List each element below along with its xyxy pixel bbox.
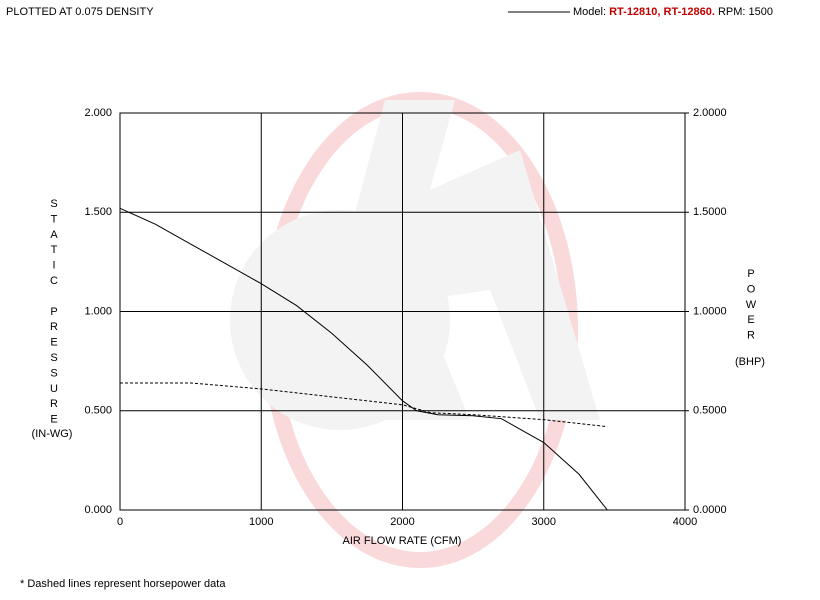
y2-tick-label: 1.0000 [693, 305, 727, 317]
y2-tick-label: 0.5000 [693, 405, 727, 417]
y2-tick-label: 1.5000 [693, 206, 727, 218]
footnote: * Dashed lines represent horsepower data [20, 578, 226, 590]
y2-axis-label: POWER [745, 268, 757, 345]
watermark [230, 92, 600, 568]
y-tick-label: 1.500 [84, 206, 112, 218]
x-tick-label: 0 [117, 516, 123, 528]
y2-tick-label: 0.0000 [693, 504, 727, 516]
pressure-curve [119, 207, 608, 511]
power-curve [120, 382, 608, 428]
x-tick-label: 1000 [249, 516, 273, 528]
y-tick-label: 2.000 [84, 107, 112, 119]
legend-rpm: RPM: 1500 [718, 6, 773, 18]
legend-label: Model: [573, 6, 606, 18]
y-tick-label: 1.000 [84, 305, 112, 317]
y2-axis-unit: (BHP) [735, 356, 765, 368]
x-tick-label: 2000 [390, 516, 414, 528]
y2-tick-label: 2.0000 [693, 107, 727, 119]
y-tick-label: 0.500 [84, 405, 112, 417]
x-axis-label: AIR FLOW RATE (CFM) [343, 535, 462, 547]
x-tick-label: 3000 [532, 516, 556, 528]
y-axis-unit: (IN-WG) [32, 428, 73, 440]
x-tick-label: 4000 [673, 516, 697, 528]
legend-text: Model: RT-12810, RT-12860. RPM: 1500 [573, 6, 773, 18]
y-axis-label: STATIC PRESSURE [48, 198, 60, 429]
legend-models: RT-12810, RT-12860. [609, 6, 715, 18]
density-note: PLOTTED AT 0.075 DENSITY [6, 6, 154, 18]
y-tick-label: 0.000 [84, 504, 112, 516]
